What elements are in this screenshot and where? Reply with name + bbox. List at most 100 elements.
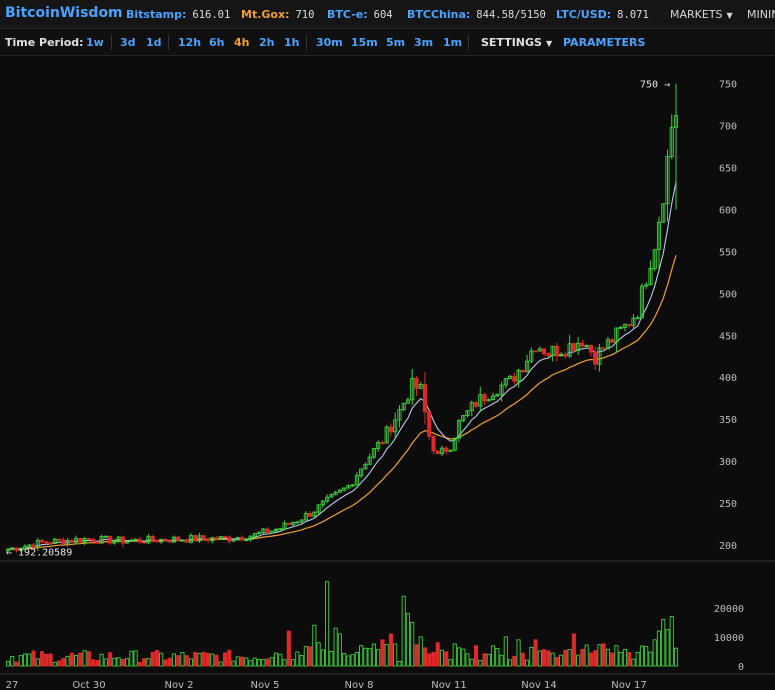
candle [359, 468, 364, 479]
ticker-btcchina[interactable]: BTCChina: 844.58/5150 [407, 8, 546, 21]
candle [65, 538, 70, 547]
candle [303, 511, 308, 521]
ticker-ltcusd[interactable]: LTC/USD: 8.071 [556, 8, 649, 21]
settings-menu[interactable]: SETTINGS ▼ [481, 36, 552, 49]
volume-bar [359, 645, 364, 667]
candle [22, 544, 28, 551]
volume-bar [384, 643, 389, 667]
volume-bar [588, 652, 593, 667]
volume-bar [652, 639, 657, 667]
candle [227, 535, 232, 545]
candle [235, 536, 240, 541]
period-15m[interactable]: 15m [351, 36, 378, 49]
candle [69, 539, 74, 544]
chevron-down-icon: ▼ [726, 11, 733, 20]
candle [14, 547, 19, 553]
candle [648, 260, 653, 286]
volume-bar [503, 636, 508, 667]
volume-bar [133, 650, 138, 667]
volume-bar [78, 652, 83, 667]
volume-bar [673, 647, 679, 667]
volume-bar [550, 652, 555, 667]
candle [431, 435, 436, 455]
candle [465, 410, 470, 418]
candle [154, 539, 159, 543]
period-5m[interactable]: 5m [386, 36, 406, 49]
ticker-mtgox[interactable]: Mt.Gox: 710 [241, 8, 314, 21]
parameters-link[interactable]: PARAMETERS [563, 36, 646, 49]
volume-bar [367, 648, 372, 667]
volume-bar [363, 647, 368, 667]
period-1m[interactable]: 1m [443, 36, 463, 49]
candle [159, 538, 164, 544]
volume-bar [103, 658, 108, 667]
candle [520, 369, 525, 373]
ticker-bitstamp[interactable]: Bitstamp: 616.01 [126, 8, 230, 21]
volume-bar [74, 654, 79, 667]
volume-bar [39, 651, 45, 667]
period-3m[interactable]: 3m [414, 36, 434, 49]
logo[interactable]: BitcoinWisdom [5, 5, 123, 21]
markets-menu[interactable]: MARKETS ▼ [670, 8, 733, 21]
volume-bar [593, 650, 598, 667]
price-chart[interactable]: 200 250 300 350 400 450 500 550 600 650 700 750 0 10… [0, 57, 775, 690]
volume-bar [48, 653, 53, 667]
markets-label: MARKETS [670, 8, 723, 21]
time-tick-label: 27 [6, 680, 19, 690]
divider [306, 35, 307, 50]
ticker-value: 844.58/5150 [476, 9, 546, 21]
candle [291, 521, 296, 527]
volume-bar [350, 654, 355, 667]
divider [111, 35, 112, 50]
candle [605, 336, 610, 350]
price-tick-label: 350 [719, 415, 737, 426]
volume-bar [150, 651, 155, 667]
candle [248, 535, 253, 542]
period-4h[interactable]: 4h [234, 36, 250, 49]
volume-bar [397, 661, 402, 667]
time-axis: 27 Oct 30 Nov 2 Nov 5 Nov 8 Nov 11 Nov 14 Nov 1… [6, 680, 647, 690]
fast-ma-line [7, 181, 677, 550]
volume-bar [644, 646, 649, 667]
period-1w[interactable]: 1w [86, 36, 104, 49]
volume-bar [601, 643, 606, 667]
volume-bar [163, 659, 168, 667]
candle [350, 483, 355, 487]
ticker-name: LTC/USD: [556, 8, 612, 21]
period-12h[interactable]: 12h [178, 36, 202, 49]
candle [469, 400, 474, 417]
candle [112, 540, 117, 545]
candle [652, 249, 657, 272]
candle [299, 519, 304, 524]
volume-bar [388, 633, 393, 667]
candle [576, 337, 581, 356]
period-30m[interactable]: 30m [316, 36, 343, 49]
candle [180, 539, 185, 542]
mining-menu[interactable]: MINING [747, 8, 775, 21]
period-6h[interactable]: 6h [209, 36, 225, 49]
candle [163, 538, 168, 542]
candle [410, 369, 415, 406]
candle [150, 534, 155, 543]
volume-bar [137, 662, 142, 667]
period-3d[interactable]: 3d [120, 36, 136, 49]
period-1h[interactable]: 1h [284, 36, 300, 49]
candle [473, 400, 479, 409]
period-1d[interactable]: 1d [146, 36, 162, 49]
candle [439, 445, 445, 457]
candle [333, 490, 338, 496]
ticker-value: 604 [373, 9, 393, 21]
period-2h[interactable]: 2h [259, 36, 275, 49]
volume-bar [380, 639, 385, 667]
candle [588, 344, 593, 357]
volume-bar [312, 624, 317, 667]
candle [137, 536, 142, 544]
ticker-btce[interactable]: BTC-e: 604 [327, 8, 393, 21]
volume-bar [346, 655, 351, 667]
candle [133, 538, 138, 541]
volume-bar [231, 660, 236, 667]
volume-bar [316, 642, 321, 667]
volume-bar [142, 658, 147, 667]
volume-bar [444, 651, 449, 667]
volume-bar [329, 651, 334, 667]
